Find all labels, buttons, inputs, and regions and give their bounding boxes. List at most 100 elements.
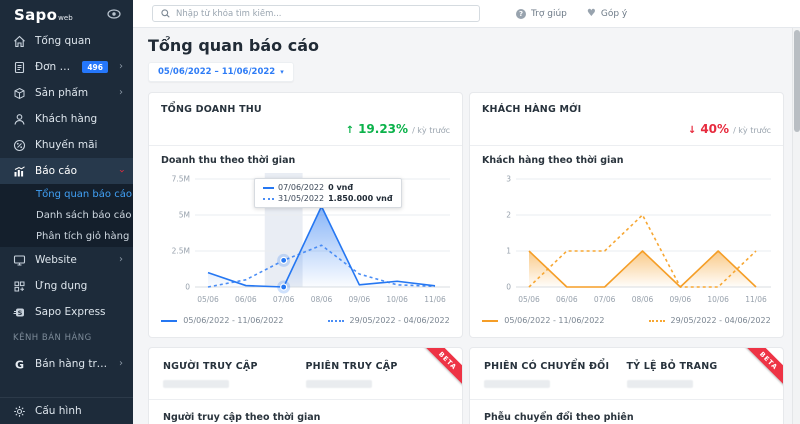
beta-badge: BETA — [421, 348, 462, 388]
legend-item-current: 05/06/2022 - 11/06/2022 — [161, 316, 284, 325]
customers-chart[interactable]: 0 1 2 3 05/06 06/06 07/06 08/06 09/06 10/06 11/06 — [482, 169, 773, 311]
loading-value-placeholder — [163, 380, 229, 388]
search-input[interactable] — [176, 8, 471, 19]
conversion-card-header: PHIÊN CÓ CHUYỂN ĐỔI TỶ LỆ BỎ TRANG — [470, 348, 783, 400]
loading-value-placeholder — [484, 380, 550, 388]
customers-chart-wrap: 0 1 2 3 05/06 06/06 07/06 08/06 09/06 10/06 11/06 — [482, 169, 771, 315]
sidebar-item-label: Khuyến mãi — [35, 139, 98, 151]
sidebar-item-sapo-express[interactable]: S Sapo Express — [0, 299, 133, 325]
sidebar-item-khuyen-mai[interactable]: Khuyến mãi — [0, 132, 133, 158]
submenu-item-danh-sach-bao-cao[interactable]: Danh sách báo cáo — [0, 205, 133, 226]
svg-text:07/06: 07/06 — [273, 295, 295, 304]
chevron-right-icon: › — [119, 87, 123, 98]
traffic-card-header: NGƯỜI TRUY CẬP PHIÊN TRUY CẬP — [149, 348, 462, 400]
traffic-col-visitors: NGƯỜI TRUY CẬP — [163, 361, 306, 388]
svg-text:05/06: 05/06 — [518, 295, 540, 304]
orders-icon — [14, 61, 25, 73]
sidebar-item-san-pham[interactable]: Sản phẩm › — [0, 80, 133, 106]
svg-text:2.5M: 2.5M — [172, 247, 190, 256]
submenu-item-label: Danh sách báo cáo — [36, 210, 132, 221]
products-icon — [14, 87, 25, 99]
loading-value-placeholder — [305, 380, 372, 388]
feedback-button[interactable]: ♥ Góp ý — [587, 8, 628, 19]
beta-ribbon: BETA — [421, 348, 462, 389]
sidebar-item-label: Khách hàng — [35, 113, 98, 125]
eye-icon[interactable] — [107, 9, 121, 19]
sidebar-item-bao-cao[interactable]: Báo cáo › — [0, 158, 133, 184]
search-box[interactable] — [152, 5, 480, 22]
scrollbar-thumb[interactable] — [794, 30, 800, 132]
google-icon: G — [15, 358, 24, 371]
logo-suffix: web — [58, 13, 73, 22]
legend-label: 29/05/2022 - 04/06/2022 — [349, 316, 450, 325]
submenu-item-label: Phân tích giỏ hàng — [36, 231, 130, 242]
detail-row: Xem chi tiết — [161, 325, 450, 337]
revenue-chart[interactable]: 0 2.5M 5M 7.5M 05/06 06/06 07/06 08/06 09/06 10/0… — [161, 169, 452, 311]
submenu-item-phan-tich-gio-hang[interactable]: Phân tích giỏ hàng — [0, 226, 133, 247]
chart-tooltip: 07/06/2022 0 vnđ 31/05/2022 1.850.000 vn… — [254, 178, 402, 208]
home-icon — [14, 35, 25, 47]
loading-value-placeholder — [626, 380, 693, 388]
submenu-item-label: Tổng quan báo cáo — [36, 189, 132, 200]
help-label: Trợ giúp — [531, 8, 567, 19]
svg-text:06/06: 06/06 — [235, 295, 257, 304]
dotted-line-marker-icon — [648, 319, 665, 322]
sidebar-item-label: Ứng dụng — [35, 280, 88, 292]
tooltip-value: 0 vnđ — [328, 183, 354, 192]
svg-text:09/06: 09/06 — [349, 295, 371, 304]
customers-card-body: Khách hàng theo thời gian 0 1 2 3 05/06 06/06… — [470, 146, 783, 337]
tooltip-date: 07/06/2022 — [278, 183, 325, 192]
sidebar-item-website[interactable]: Website › — [0, 247, 133, 273]
sidebar-item-label: Sapo Express — [35, 306, 106, 318]
tooltip-row: 07/06/2022 0 vnđ — [263, 183, 393, 192]
revenue-card-body: Doanh thu theo thời gian 0 2.5M 5M 7.5M 05/0… — [149, 146, 462, 337]
converted-sessions-title: PHIÊN CÓ CHUYỂN ĐỔI — [484, 361, 610, 372]
sidebar-item-google-channel[interactable]: G Bán hàng trên google › — [0, 351, 133, 377]
legend-item-current: 05/06/2022 - 11/06/2022 — [482, 316, 605, 325]
sidebar-item-tong-quan[interactable]: Tổng quan — [0, 28, 133, 54]
revenue-chart-wrap: 0 2.5M 5M 7.5M 05/06 06/06 07/06 08/06 09/06 10/0… — [161, 169, 450, 315]
sidebar-item-khach-hang[interactable]: Khách hàng — [0, 106, 133, 132]
chevron-right-icon: › — [119, 61, 123, 72]
trend-down-icon: ↓ — [687, 125, 697, 136]
sidebar-item-cau-hinh[interactable]: Cấu hình — [0, 398, 133, 424]
traffic-col-sessions: PHIÊN TRUY CẬP — [305, 361, 449, 388]
svg-text:11/06: 11/06 — [424, 295, 446, 304]
solid-line-marker-icon — [161, 319, 178, 322]
cards-grid: TỔNG DOANH THU ↑ 19.23% / kỳ trước Doanh… — [148, 92, 784, 424]
website-icon — [13, 254, 26, 266]
sidebar-item-ung-dung[interactable]: Ứng dụng — [0, 273, 133, 299]
date-range-picker[interactable]: 05/06/2022 – 11/06/2022 ▾ — [148, 62, 294, 82]
sapo-logo[interactable]: Sapoweb — [14, 5, 73, 24]
bounce-rate-title: TỶ LỆ BỎ TRANG — [626, 361, 718, 372]
traffic-card: BETA NGƯỜI TRUY CẬP PHIÊN TRUY CẬP Người… — [148, 347, 463, 424]
svg-text:0: 0 — [506, 283, 511, 292]
visitors-title: NGƯỜI TRUY CẬP — [163, 361, 258, 372]
sidebar-item-label: Sản phẩm — [35, 87, 89, 99]
svg-text:06/06: 06/06 — [556, 295, 578, 304]
sidebar-item-label: Cấu hình — [35, 405, 82, 417]
logo-row: Sapoweb — [0, 0, 133, 28]
chevron-right-icon: › — [119, 254, 123, 265]
date-range-label: 05/06/2022 – 11/06/2022 — [158, 67, 276, 77]
feedback-label: Góp ý — [600, 8, 628, 19]
conversion-card: BETA PHIÊN CÓ CHUYỂN ĐỔI TỶ LỆ BỎ TRANG … — [469, 347, 784, 424]
submenu-item-tong-quan-bao-cao[interactable]: Tổng quan báo cáo — [0, 184, 133, 205]
help-icon: ? — [516, 8, 526, 19]
svg-text:09/06: 09/06 — [670, 295, 692, 304]
sidebar-footer: Cấu hình — [0, 397, 133, 424]
sidebar-item-don-hang[interactable]: Đơn hàng 496 › — [0, 54, 133, 80]
svg-text:0: 0 — [185, 283, 190, 292]
beta-badge: BETA — [742, 348, 783, 388]
help-button[interactable]: ? Trợ giúp — [516, 8, 567, 19]
vertical-scrollbar[interactable] — [792, 28, 800, 424]
chevron-down-icon: › — [116, 169, 127, 173]
sessions-title: PHIÊN TRUY CẬP — [305, 361, 398, 372]
svg-text:10/06: 10/06 — [707, 295, 729, 304]
solid-line-marker-icon — [263, 186, 274, 189]
svg-text:3: 3 — [506, 175, 511, 184]
legend-label: 05/06/2022 - 11/06/2022 — [183, 316, 284, 325]
legend-item-previous: 29/05/2022 - 04/06/2022 — [327, 316, 450, 325]
page-title: Tổng quan báo cáo — [148, 36, 320, 55]
apps-icon — [14, 281, 25, 291]
